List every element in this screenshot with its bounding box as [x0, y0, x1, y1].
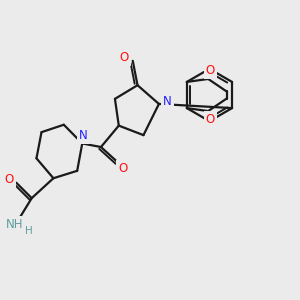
Text: O: O — [4, 173, 14, 186]
Text: H: H — [26, 226, 33, 236]
Text: O: O — [118, 162, 127, 175]
Text: N: N — [163, 95, 172, 108]
Text: NH: NH — [6, 218, 24, 231]
Text: O: O — [206, 113, 215, 126]
Text: O: O — [120, 51, 129, 64]
Text: N: N — [79, 129, 88, 142]
Text: O: O — [206, 64, 215, 77]
